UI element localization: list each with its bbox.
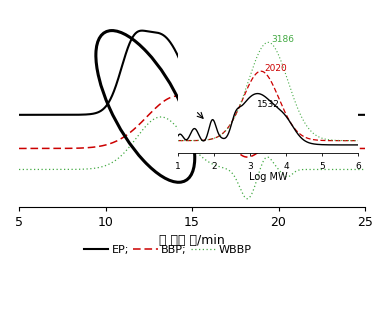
Legend: EP;, BBP;, WBBP: EP;, BBP;, WBBP	[79, 240, 256, 260]
X-axis label: 流 出时 间/min: 流 出时 间/min	[159, 234, 225, 247]
